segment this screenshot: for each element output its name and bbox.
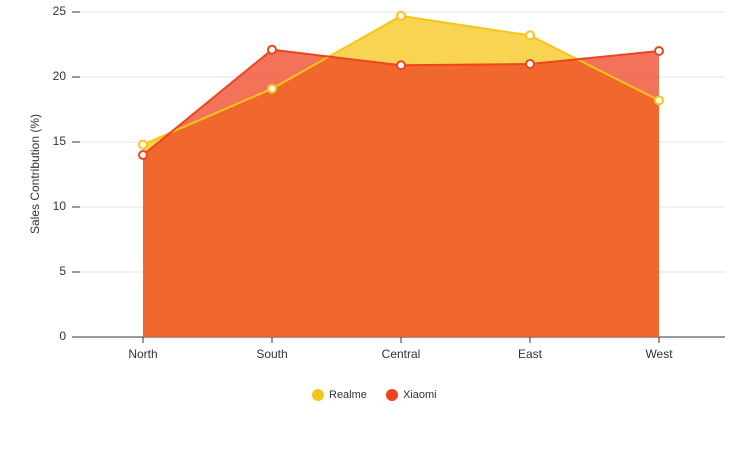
point	[267, 44, 277, 55]
y-tick-label: 0	[59, 329, 66, 343]
legend-label: Xiaomi	[403, 389, 437, 401]
y-tick-label: 20	[53, 69, 67, 83]
y-tick-label: 25	[53, 4, 67, 18]
point	[396, 60, 406, 71]
point	[396, 10, 406, 21]
area	[143, 49, 659, 337]
point	[654, 95, 664, 106]
x-tick-label: North	[128, 347, 157, 361]
y-axis-label: Sales Contribution (%)	[28, 114, 42, 234]
legend-marker	[386, 389, 398, 401]
x-tick-label: West	[645, 347, 673, 361]
point	[138, 139, 148, 150]
x-tick-label: East	[518, 347, 543, 361]
x-tick-label: South	[256, 347, 287, 361]
point	[654, 46, 664, 56]
y-tick-label: 5	[59, 264, 66, 278]
legend-marker	[312, 389, 324, 401]
legend-label: Realme	[329, 389, 367, 401]
y-tick-label: 15	[53, 134, 67, 148]
x-tick-label: Central	[382, 347, 421, 361]
point	[138, 150, 148, 160]
point	[267, 83, 277, 94]
y-tick-label: 10	[53, 199, 67, 213]
point	[525, 30, 535, 41]
point	[525, 59, 535, 69]
